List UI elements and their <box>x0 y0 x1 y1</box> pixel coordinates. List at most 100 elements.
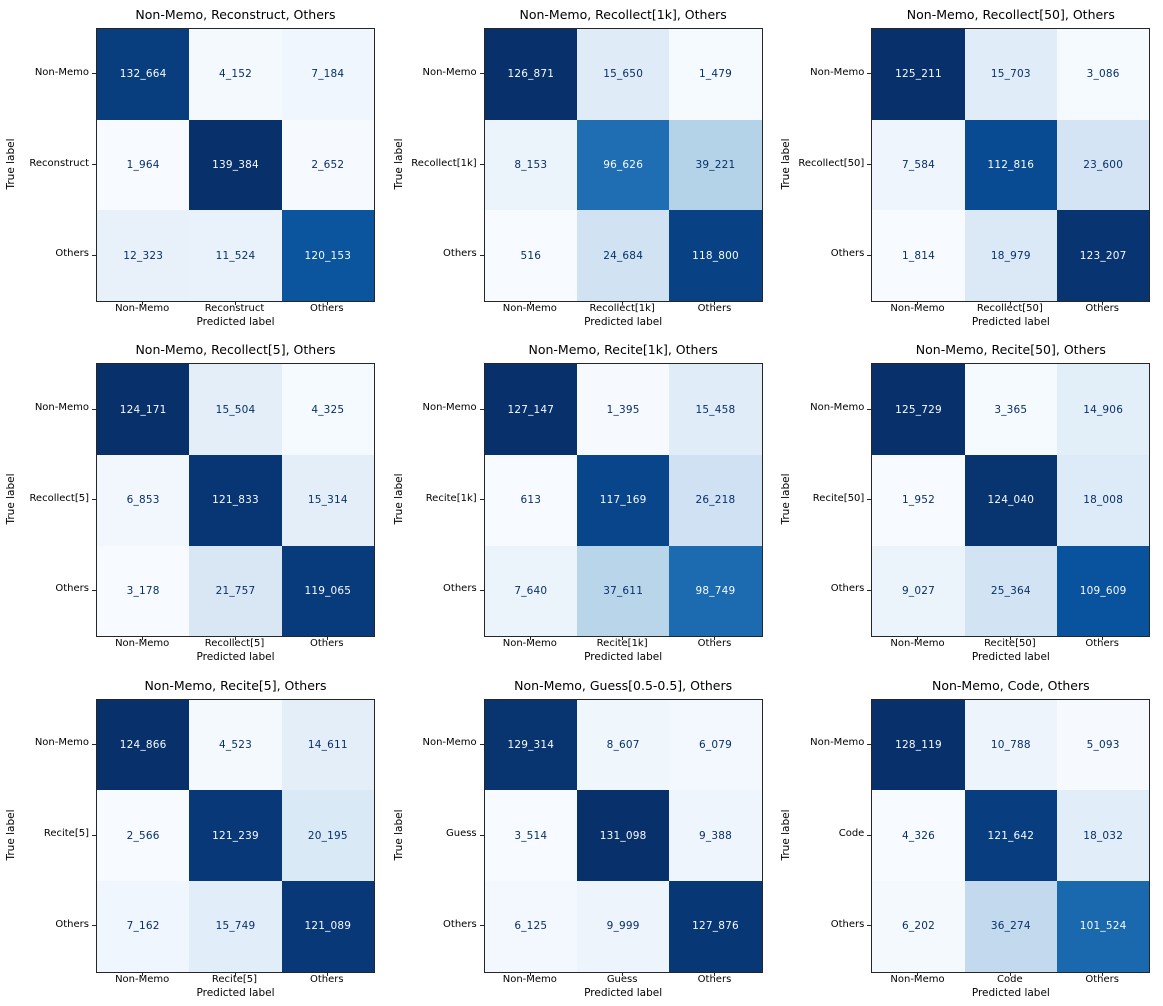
heatmap-matrix: 124_171 15_504 4_325 6_853 121_833 15_314 3_17… <box>96 363 375 638</box>
heatmap-matrix: 132_664 4_152 7_184 1_964 139_384 2_652 12_323… <box>96 28 375 302</box>
y-tick-label: Non-Memo <box>810 66 865 78</box>
x-tick-mark <box>326 636 328 641</box>
panel-title: Non-Memo, Recite[50], Others <box>915 342 1106 358</box>
heatmap-matrix: 129_314 8_607 6_079 3_514 131_098 9_388 6_125 9… <box>483 698 763 973</box>
matrix-cell: 3_514 <box>484 790 577 881</box>
x-tick-mark <box>234 636 236 641</box>
matrix-cell: 132_664 <box>97 29 190 120</box>
x-tick-label: Others <box>310 638 344 650</box>
y-tick-mark <box>867 254 872 256</box>
matrix-cell: 25_364 <box>964 545 1057 637</box>
panel-title: Non-Memo, Reconstruct, Others <box>135 7 336 22</box>
x-tick-label: Reconstruct <box>204 303 265 314</box>
heatmap-matrix: 124_866 4_523 14_611 2_566 121_239 20_195 7_16… <box>96 698 375 973</box>
matrix-cell: 121_089 <box>281 880 374 972</box>
y-tick-mark <box>479 254 484 256</box>
y-tick-label: Others <box>830 248 865 260</box>
x-tick-mark <box>142 971 144 976</box>
matrix-cell: 4_523 <box>189 699 282 791</box>
matrix-cell: 96_626 <box>576 119 670 211</box>
x-tick-mark <box>234 301 236 305</box>
heatmap-matrix: 128_119 10_788 5_093 4_326 121_642 18_032 6_20… <box>871 698 1151 973</box>
x-tick-label: Recite[5] <box>211 973 258 985</box>
x-tick-mark <box>1009 636 1011 641</box>
x-tick-mark <box>622 971 624 976</box>
matrix-cell: 1_814 <box>872 210 965 301</box>
x-axis-label: Predicted label <box>584 651 663 664</box>
matrix-cell: 613 <box>484 454 577 546</box>
x-tick-label: Others <box>310 973 344 985</box>
matrix-cell: 5_093 <box>1056 699 1150 791</box>
matrix-cell: 1_395 <box>576 364 670 455</box>
y-tick-label: Recite[1k] <box>425 492 477 504</box>
matrix-cell: 4_326 <box>872 790 965 881</box>
confusion-matrix-panel: Non-Memo, Recollect[1k], Others True lab… <box>388 0 776 335</box>
y-tick-label: Others <box>55 918 89 930</box>
confusion-matrix-panel: Non-Memo, Reconstruct, Others True label… <box>0 0 388 335</box>
confusion-matrix-panel: Non-Memo, Recollect[5], Others True labe… <box>0 335 388 670</box>
y-tick-mark <box>92 408 96 410</box>
panel-title: Non-Memo, Guess[0.5-0.5], Others <box>514 677 733 693</box>
x-tick-label: Others <box>1085 638 1119 650</box>
confusion-matrix-panel: Non-Memo, Recollect[50], Others True lab… <box>775 0 1163 335</box>
x-tick-mark <box>917 971 919 976</box>
y-tick-mark <box>92 834 96 836</box>
y-tick-label: Non-Memo <box>422 66 477 78</box>
y-tick-mark <box>479 925 484 927</box>
x-axis-label: Predicted label <box>196 651 275 664</box>
matrix-cell: 1_964 <box>97 119 190 211</box>
x-tick-mark <box>622 301 624 305</box>
matrix-cell: 26_218 <box>669 454 762 546</box>
confusion-matrix-panel: Non-Memo, Code, Others True label 128_11… <box>775 671 1163 1006</box>
matrix-cell: 125_729 <box>872 364 965 455</box>
x-tick-mark <box>917 636 919 641</box>
matrix-cell: 3_086 <box>1056 29 1150 120</box>
x-tick-mark <box>714 636 716 641</box>
x-tick-mark <box>234 971 236 976</box>
confusion-matrix-panel: Non-Memo, Recite[5], Others True label 1… <box>0 671 388 1006</box>
matrix-cell: 20_195 <box>281 790 374 881</box>
matrix-cell: 1_479 <box>669 29 762 120</box>
matrix-cell: 10_788 <box>964 699 1057 791</box>
matrix-cell: 516 <box>484 210 577 301</box>
x-tick-mark <box>529 971 531 976</box>
matrix-cell: 12_323 <box>97 210 190 301</box>
y-tick-label: Others <box>830 918 865 930</box>
x-tick-label: Recite[1k] <box>596 638 648 650</box>
matrix-cell: 6_853 <box>97 454 190 546</box>
x-tick-label: Non-Memo <box>115 638 170 650</box>
x-tick-mark <box>1009 301 1011 305</box>
x-axis-label: Predicted label <box>584 986 663 999</box>
panel-title: Non-Memo, Recite[5], Others <box>144 677 327 693</box>
matrix-cell: 9_999 <box>576 880 670 972</box>
matrix-cell: 117_169 <box>576 454 670 546</box>
x-tick-label: Others <box>1085 303 1119 314</box>
y-tick-mark <box>479 743 484 745</box>
y-tick-mark <box>867 834 872 836</box>
x-tick-label: Non-Memo <box>890 303 945 314</box>
matrix-cell: 15_314 <box>281 454 374 546</box>
y-tick-label: Others <box>55 248 89 260</box>
matrix-cell: 24_684 <box>576 210 670 301</box>
y-tick-label: Non-Memo <box>810 402 865 414</box>
x-tick-mark <box>142 301 144 305</box>
y-tick-label: Code <box>838 828 865 840</box>
matrix-cell: 98_749 <box>669 545 762 637</box>
matrix-cell: 18_032 <box>1056 790 1150 881</box>
y-tick-mark <box>92 499 96 501</box>
y-tick-label: Recollect[1k] <box>411 157 477 169</box>
matrix-cell: 15_650 <box>576 29 670 120</box>
matrix-cell: 124_040 <box>964 454 1057 546</box>
matrix-cell: 8_607 <box>576 699 670 791</box>
matrix-cell: 109_609 <box>1056 545 1150 637</box>
y-tick-mark <box>479 589 484 591</box>
matrix-cell: 8_153 <box>484 119 577 211</box>
matrix-cell: 18_979 <box>964 210 1057 301</box>
x-axis-label: Predicted label <box>584 316 663 328</box>
x-tick-label: Non-Memo <box>502 303 557 314</box>
y-tick-label: Others <box>443 583 477 595</box>
confusion-matrix-panel: Non-Memo, Guess[0.5-0.5], Others True la… <box>388 671 776 1006</box>
y-tick-label: Reconstruct <box>29 157 89 169</box>
y-tick-label: Non-Memo <box>810 737 865 749</box>
y-tick-mark <box>92 73 96 75</box>
